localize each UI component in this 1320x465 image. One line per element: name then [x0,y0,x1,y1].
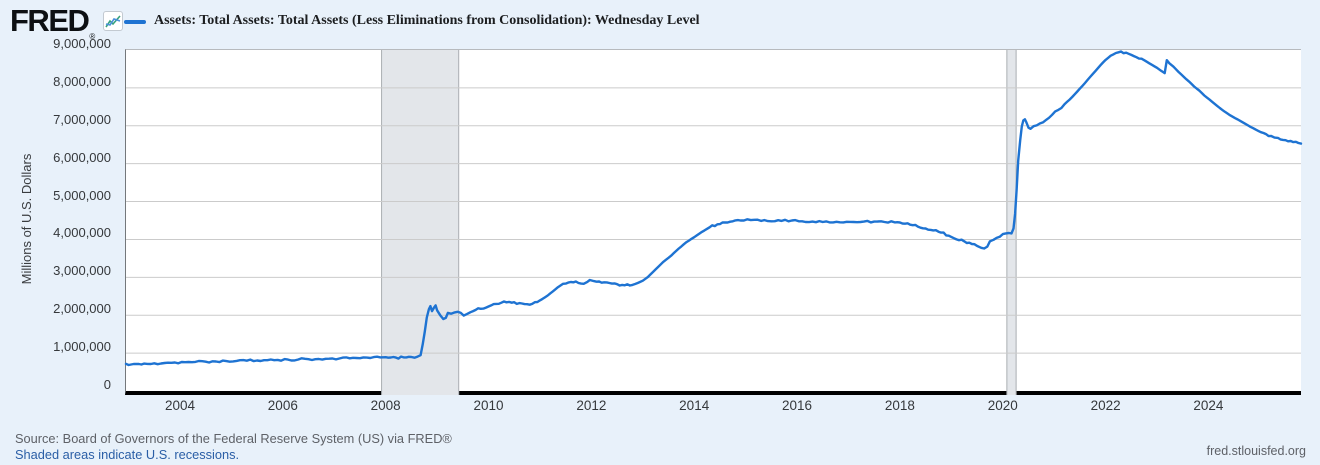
x-tick-label: 2016 [782,398,813,413]
x-tick-label: 2012 [576,398,607,413]
x-tick-label: 2024 [1193,398,1224,413]
y-tick-label: 7,000,000 [53,111,111,127]
y-tick-label: 0 [103,377,111,392]
plot-area[interactable] [124,49,1303,395]
fred-sparkline-icon [103,11,123,31]
x-tick-label: 2018 [884,398,915,413]
x-tick-label: 2006 [267,398,298,413]
y-tick-label: 5,000,000 [53,187,111,203]
legend-line-swatch [124,20,146,24]
chart-title: Assets: Total Assets: Total Assets (Less… [154,13,700,28]
chart-svg [124,50,1303,395]
recession-band [381,50,459,395]
x-tick-label: 2004 [164,398,195,413]
x-tick-label: 2022 [1090,398,1121,413]
site-url[interactable]: fred.stlouisfed.org [1206,444,1306,458]
y-tick-label: 9,000,000 [53,36,111,51]
source-text: Source: Board of Governors of the Federa… [15,431,452,446]
registered-mark: ® [89,32,96,41]
series-line [124,50,1303,367]
y-tick-label: 8,000,000 [53,73,111,89]
fred-logo-text: FRED [10,3,90,38]
recession-band [1006,50,1017,395]
y-tick-label: 6,000,000 [53,149,111,165]
x-tick-label: 2010 [473,398,504,413]
x-tick-label: 2020 [987,398,1018,413]
y-tick-label: 1,000,000 [53,339,111,355]
y-tick-label: 2,000,000 [53,301,111,317]
x-tick-label: 2014 [679,398,710,413]
y-tick-label: 3,000,000 [53,263,111,279]
fred-logo[interactable]: FRED® [10,3,96,52]
x-tick-label: 2008 [370,398,401,413]
y-tick-label: 4,000,000 [53,225,111,241]
recession-note-link[interactable]: Shaded areas indicate U.S. recessions. [15,447,240,462]
